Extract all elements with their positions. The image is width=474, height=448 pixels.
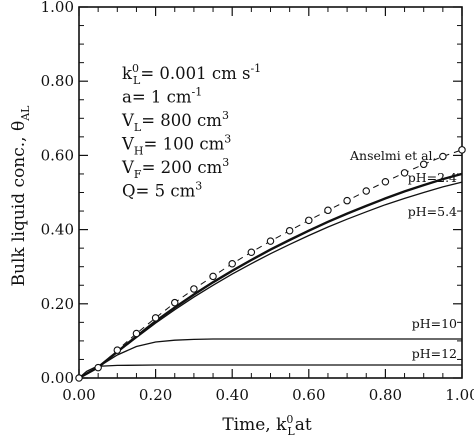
- data-point-anselmi-et-al: [400, 169, 409, 177]
- x-tick-label: 1.00: [445, 386, 474, 404]
- data-point-anselmi-et-al: [439, 152, 447, 161]
- parameter-line: k0 L= 0.001 cm s-1: [122, 62, 261, 87]
- parameter-line: a= 1 cm-1: [122, 86, 202, 107]
- data-point-anselmi-et-al: [151, 314, 160, 322]
- y-tick-label: 0.60: [41, 146, 74, 164]
- y-axis-title: Bulk liquid conc., θAL: [9, 105, 32, 287]
- axis-titles: Time, k0 Lat Bulk liquid conc., θAL: [9, 105, 312, 438]
- y-tick-label: 0.00: [41, 369, 74, 387]
- y-tick-label: 0.40: [41, 221, 74, 239]
- series-label-anselmi-et-al: Anselmi et al.: [349, 148, 437, 163]
- axis-ticks: [78, 6, 463, 379]
- data-point-anselmi-et-al: [171, 298, 179, 307]
- data-point-anselmi-et-al: [247, 248, 256, 256]
- series-line-ph-10: [78, 338, 462, 379]
- data-point-anselmi-et-al: [381, 177, 390, 186]
- series-label-ph-10: pH=10: [412, 316, 457, 331]
- y-tick-label: 0.20: [41, 295, 74, 313]
- axis-tick-labels: 0.00 0.20 0.40 0.60 0.80 1.00 0.00 0.20 0.40 0.60…: [41, 0, 474, 404]
- data-point-anselmi-et-al: [190, 285, 198, 293]
- x-tick-label: 0.20: [139, 386, 172, 404]
- series-labels: Anselmi et al. pH=2.4 pH=5.4 pH=10 pH=12: [349, 148, 457, 361]
- y-tick-label: 0.80: [41, 72, 74, 90]
- series-line-ph-12: [78, 364, 462, 379]
- series-line-ph-5-4: [78, 181, 463, 379]
- data-point-anselmi-et-al: [113, 346, 122, 354]
- parameter-line: VL= 800 cm3: [121, 109, 229, 134]
- parameter-annotations: k0 L= 0.001 cm s-1a= 1 cm-1VL= 800 cm3VH=…: [121, 62, 261, 201]
- data-markers: [75, 146, 466, 382]
- data-point-anselmi-et-al: [305, 216, 313, 225]
- data-point-anselmi-et-al: [324, 206, 332, 215]
- data-point-anselmi-et-al: [285, 226, 294, 235]
- y-tick-label: 1.00: [41, 0, 74, 16]
- data-point-anselmi-et-al: [458, 146, 466, 154]
- x-tick-label: 0.60: [292, 386, 325, 404]
- data-point-anselmi-et-al: [209, 272, 217, 281]
- data-point-anselmi-et-al: [266, 237, 275, 245]
- series-label-ph-5-4: pH=5.4: [408, 204, 457, 219]
- data-point-anselmi-et-al: [362, 187, 370, 195]
- data-point-anselmi-et-al: [419, 160, 428, 169]
- x-tick-label: 0.40: [215, 386, 248, 404]
- data-point-anselmi-et-al: [132, 329, 141, 338]
- series-line-ph-2-4: [78, 172, 463, 380]
- parameter-line: VH= 100 cm3: [121, 133, 231, 158]
- data-point-anselmi-et-al: [228, 259, 236, 268]
- series-label-ph-2-4: pH=2.4: [408, 170, 457, 185]
- parameter-line: Q= 5 cm3: [122, 180, 202, 201]
- series-label-ph-12: pH=12: [412, 346, 457, 361]
- x-tick-label: 0.00: [62, 386, 95, 404]
- x-axis-title: Time, k0 Lat: [222, 413, 312, 438]
- data-point-anselmi-et-al: [343, 196, 351, 205]
- data-point-anselmi-et-al: [75, 374, 83, 382]
- data-point-anselmi-et-al: [94, 363, 102, 372]
- parameter-line: VF= 200 cm3: [121, 156, 229, 181]
- x-tick-label: 0.80: [369, 386, 402, 404]
